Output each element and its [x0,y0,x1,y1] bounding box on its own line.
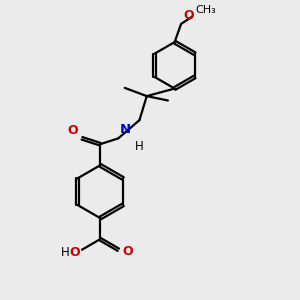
Text: O: O [183,9,194,22]
Text: H: H [134,140,143,153]
Text: CH₃: CH₃ [195,5,216,15]
Text: O: O [69,246,80,259]
Text: O: O [68,124,79,137]
Text: O: O [122,245,133,258]
Text: H: H [61,246,70,259]
Text: N: N [120,123,131,136]
